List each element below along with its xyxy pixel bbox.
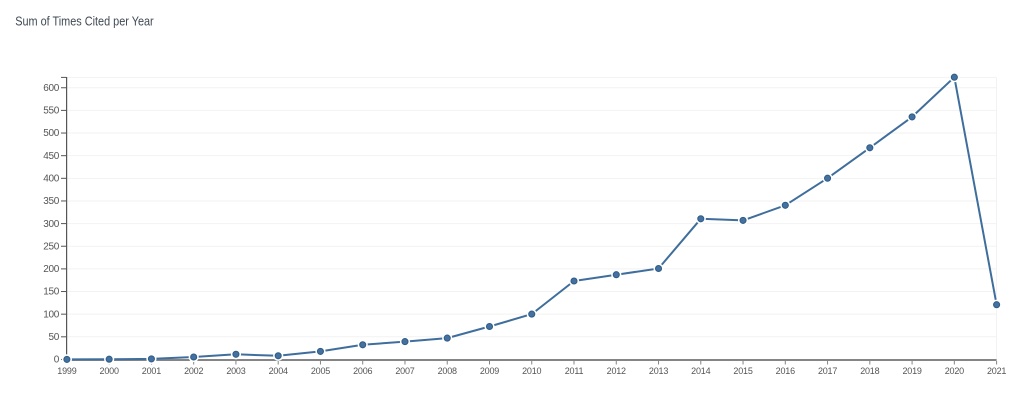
svg-text:2002: 2002: [184, 366, 203, 376]
svg-text:2005: 2005: [311, 366, 330, 376]
svg-text:2008: 2008: [438, 366, 457, 376]
svg-text:2017: 2017: [818, 366, 837, 376]
svg-text:2012: 2012: [607, 366, 626, 376]
svg-text:100: 100: [43, 309, 60, 320]
svg-text:2014: 2014: [691, 366, 710, 376]
svg-text:2018: 2018: [860, 366, 879, 376]
svg-text:50: 50: [48, 332, 59, 343]
svg-text:2003: 2003: [226, 366, 245, 376]
svg-text:2013: 2013: [649, 366, 668, 376]
svg-text:2001: 2001: [142, 366, 161, 376]
svg-text:2004: 2004: [269, 366, 288, 376]
svg-text:550: 550: [43, 106, 60, 117]
svg-text:2006: 2006: [353, 366, 372, 376]
svg-text:2011: 2011: [565, 366, 584, 376]
svg-text:2015: 2015: [733, 366, 752, 376]
svg-text:500: 500: [43, 128, 60, 139]
svg-text:200: 200: [43, 264, 60, 275]
svg-text:400: 400: [43, 174, 60, 185]
svg-text:2007: 2007: [395, 366, 414, 376]
svg-text:2020: 2020: [945, 366, 964, 376]
svg-text:150: 150: [43, 287, 60, 298]
svg-text:600: 600: [43, 83, 60, 94]
svg-text:300: 300: [43, 219, 60, 230]
svg-text:2010: 2010: [522, 366, 541, 376]
svg-text:1999: 1999: [57, 366, 76, 376]
svg-text:2009: 2009: [480, 366, 499, 376]
svg-text:2021: 2021: [987, 366, 1006, 376]
svg-text:450: 450: [43, 151, 60, 162]
svg-text:0: 0: [54, 355, 60, 366]
svg-text:350: 350: [43, 196, 60, 207]
svg-text:Sum of Times Cited per Year: Sum of Times Cited per Year: [15, 13, 154, 28]
svg-text:2016: 2016: [776, 366, 795, 376]
svg-text:2000: 2000: [100, 366, 119, 376]
svg-text:250: 250: [43, 241, 60, 252]
svg-text:2019: 2019: [902, 366, 921, 376]
